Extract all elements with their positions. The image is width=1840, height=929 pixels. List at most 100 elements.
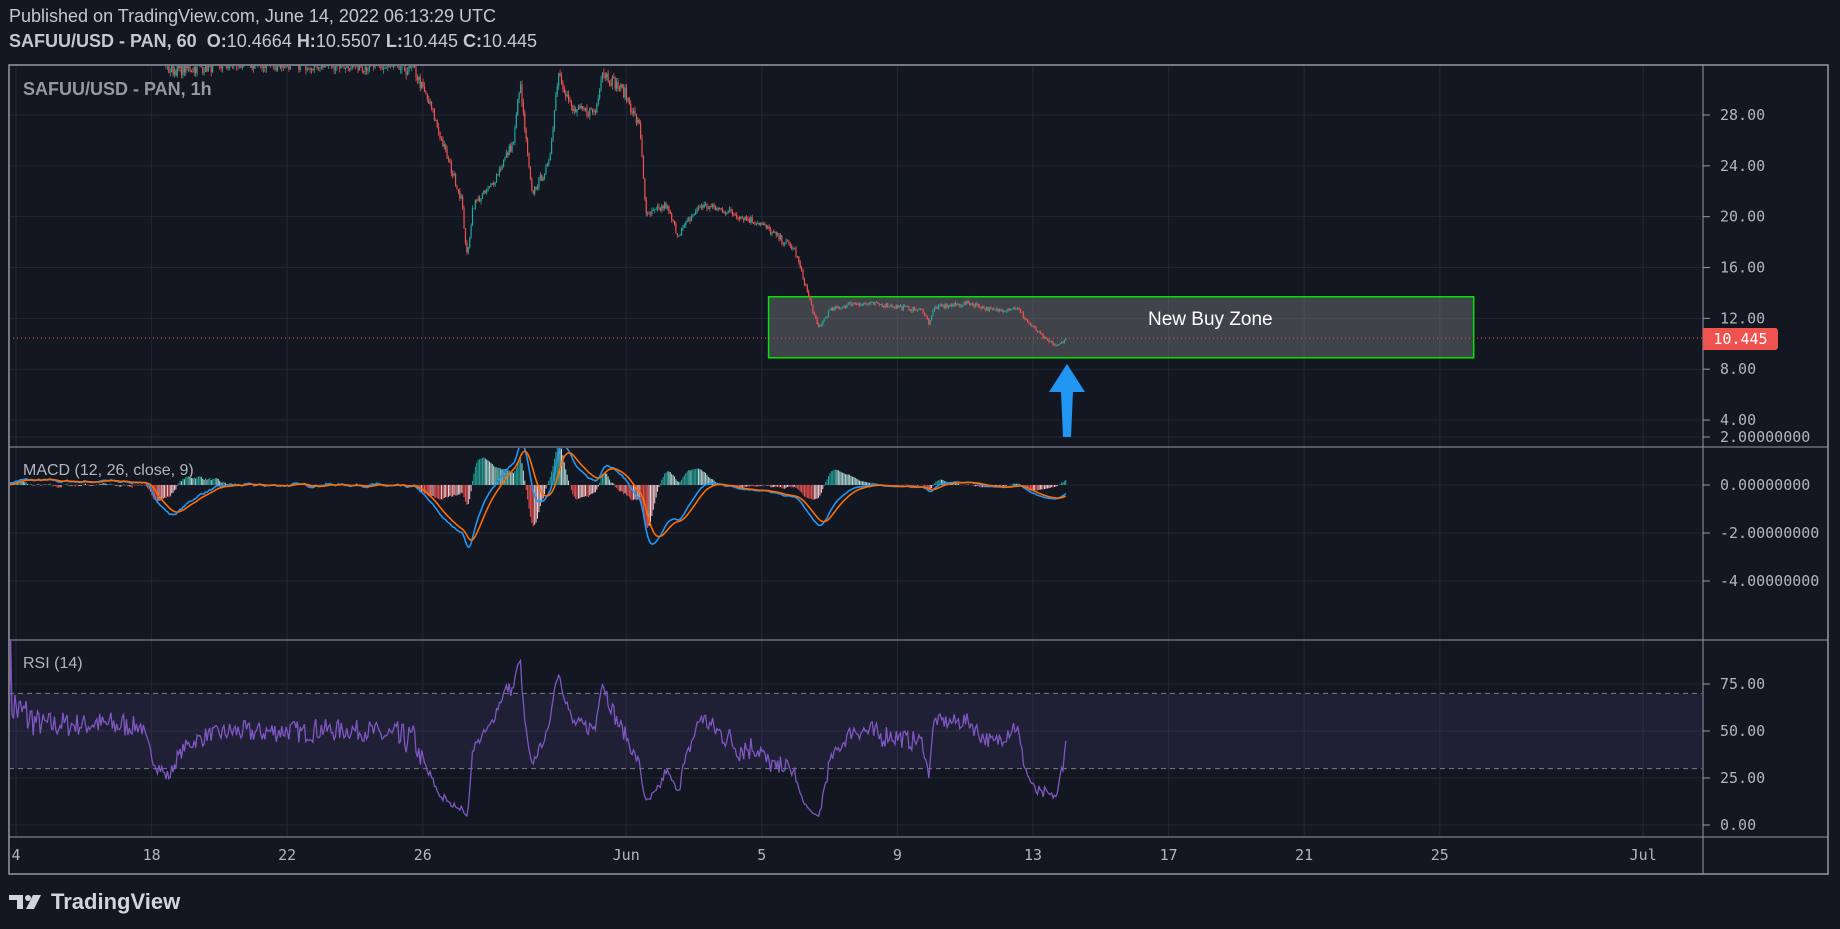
candle-body (284, 66, 286, 68)
candle-body (1029, 323, 1032, 326)
candle-body (460, 196, 462, 199)
candle-body (786, 240, 789, 242)
candle-body (849, 302, 851, 304)
tradingview-logo[interactable]: TradingView (9, 889, 180, 915)
candle-body (305, 66, 307, 70)
candle-body (91, 11, 92, 12)
candle-body (586, 107, 588, 115)
candle-body (710, 206, 712, 208)
candle-body (1060, 341, 1063, 343)
candle-body (1014, 307, 1016, 310)
candle-body (376, 61, 377, 62)
candle-body (139, 2, 140, 7)
candle-body (974, 304, 976, 307)
candle-body (695, 211, 697, 215)
candle-body (939, 304, 941, 306)
candle-body (1027, 319, 1029, 323)
candle-body (220, 66, 222, 69)
candle-body (182, 66, 184, 76)
candle-body (858, 304, 861, 306)
candle-body (304, 59, 305, 61)
candle-body (1036, 330, 1039, 333)
candle-body (864, 303, 866, 304)
candle-body (325, 58, 326, 65)
candle-body (68, 9, 69, 20)
candle-body (178, 66, 180, 68)
candle-body (323, 66, 325, 68)
candle-body (723, 212, 725, 214)
candle-body (16, 22, 17, 24)
candle-body (709, 206, 711, 209)
candle-body (463, 208, 465, 229)
candle-body (462, 196, 464, 209)
time-tick-label: 4 (11, 846, 20, 864)
candle-body (627, 98, 629, 100)
candle-body (724, 212, 726, 214)
symbol-label: SAFUU/USD - PAN, 60 (9, 31, 197, 51)
candle-body (233, 66, 235, 67)
candle-body (430, 102, 433, 109)
candle-body (33, 19, 34, 27)
candle-body (625, 87, 628, 100)
candle-body (963, 302, 965, 306)
candle-body (276, 66, 279, 70)
candle-body (107, 6, 108, 7)
candle-body (40, 16, 41, 25)
candle-body (957, 303, 960, 305)
candle-body (322, 66, 324, 68)
candle-body (294, 59, 295, 60)
candle-body (771, 231, 773, 235)
candle-body (212, 66, 214, 72)
candle-body (815, 314, 817, 319)
candle-body (55, 12, 56, 19)
candle-body (338, 58, 339, 60)
candle-body (293, 59, 294, 60)
candle-body (779, 235, 782, 240)
candle-body (333, 66, 335, 70)
candle-body (610, 83, 612, 86)
candle-body (836, 306, 838, 308)
candle-body (532, 190, 534, 194)
candle-body (406, 71, 409, 75)
candle-body (349, 68, 351, 70)
candle-body (1021, 311, 1023, 313)
candle-body (915, 309, 917, 311)
candle-body (176, 66, 178, 76)
price-tick-label: 20.00 (1720, 208, 1765, 226)
candle-body (93, 10, 94, 11)
candle-body (1051, 341, 1053, 343)
candle-body (490, 184, 492, 187)
candle-body (878, 303, 880, 306)
candle-body (127, 0, 128, 9)
rsi-tick-label: 50.00 (1720, 722, 1765, 740)
candle-body (765, 225, 767, 229)
candle-body (428, 99, 430, 104)
candle-body (755, 224, 758, 225)
candle-body (69, 16, 70, 19)
candle-body (21, 20, 22, 23)
candle-body (361, 67, 363, 72)
candle-body (738, 217, 741, 220)
candle-body (624, 87, 626, 98)
candle-body (409, 66, 411, 68)
candle-body (666, 206, 669, 209)
candle-body (830, 307, 832, 310)
candle-body (473, 208, 475, 209)
candle-body (702, 205, 704, 208)
candle-body (334, 67, 337, 70)
candle-body (432, 108, 434, 110)
candle-body (1010, 309, 1012, 311)
candle-body (947, 306, 950, 308)
macd-tick-label: -4.00000000 (1720, 572, 1819, 590)
candle-body (75, 14, 76, 17)
candle-body (658, 206, 660, 208)
candle-body (109, 4, 110, 7)
buy-zone-label: New Buy Zone (1148, 309, 1273, 330)
candle-body (772, 231, 774, 233)
candle-body (945, 304, 947, 309)
candle-body (683, 225, 685, 226)
candle-body (192, 71, 194, 73)
rsi-tick-label: 75.00 (1720, 675, 1765, 693)
candle-body (682, 225, 684, 230)
